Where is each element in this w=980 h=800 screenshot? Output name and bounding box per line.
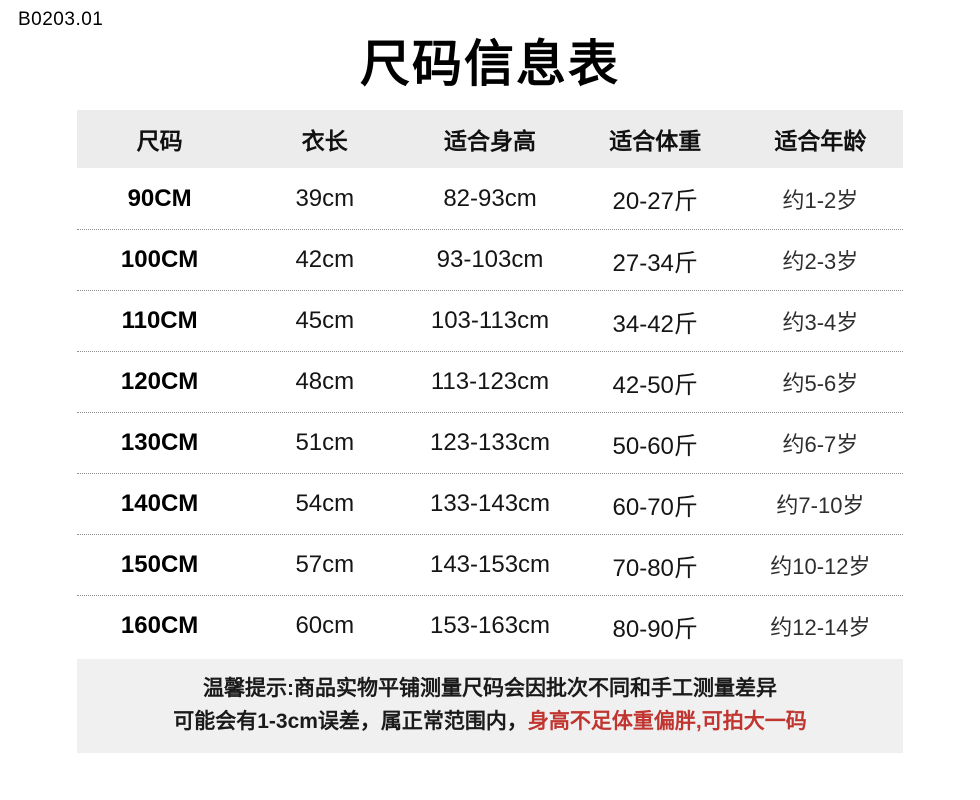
table-cell: 113-123cm: [430, 368, 550, 395]
header-cell-2: 适合身高: [444, 128, 536, 154]
table-row: 160CM 60cm 153-163cm 80-90斤 约12-14岁: [77, 595, 903, 656]
table-cell: 93-103cm: [436, 246, 544, 273]
table-row: 90CM 39cm 82-93cm 20-27斤 约1-2岁: [77, 168, 903, 229]
table-cell: 42cm: [295, 246, 355, 273]
notice-line2-black: 可能会有1-3cm误差，属正常范围内，: [173, 710, 528, 733]
table-row: 100CM 42cm 93-103cm 27-34斤 约2-3岁: [77, 229, 903, 290]
table-cell: 约7-10岁: [776, 493, 865, 518]
table-cell: 54cm: [295, 490, 355, 517]
table-cell: 70-80斤: [612, 554, 698, 582]
table-cell: 160CM: [120, 612, 199, 639]
table-cell: 约1-2岁: [782, 187, 859, 213]
table-cell: 45cm: [295, 307, 355, 334]
table-cell: 103-113cm: [430, 307, 550, 334]
table-row: 130CM 51cm 123-133cm 50-60斤 约6-7岁: [77, 412, 903, 473]
table-cell: 42-50斤: [612, 371, 698, 399]
table-row: 150CM 57cm 143-153cm 70-80斤 约10-12岁: [77, 534, 903, 595]
table-cell: 90CM: [127, 184, 192, 212]
table-cell: 34-42斤: [612, 310, 698, 338]
table-cell: 20-27斤: [612, 188, 698, 215]
size-table-body: 90CM 39cm 82-93cm 20-27斤 约1-2岁 100CM 42cm 93-10…: [77, 168, 903, 656]
page-title: 尺码信息表: [360, 36, 620, 92]
table-cell: 约2-3岁: [782, 249, 859, 274]
table-cell: 82-93cm: [443, 184, 537, 212]
table-cell: 约6-7岁: [782, 432, 859, 457]
header-cell-1: 衣长: [301, 128, 348, 154]
header-cell-4: 适合年龄: [774, 128, 867, 154]
table-cell: 约5-6岁: [782, 371, 859, 396]
table-cell: 60cm: [295, 612, 355, 639]
table-cell: 60-70斤: [612, 493, 698, 521]
table-cell: 48cm: [295, 368, 355, 395]
header-cell-3: 适合体重: [609, 128, 702, 154]
table-cell: 100CM: [120, 246, 199, 273]
notice-line2-red: 身高不足体重偏胖,可拍大一码: [527, 710, 807, 733]
table-cell: 57cm: [295, 551, 355, 578]
table-row: 110CM 45cm 103-113cm 34-42斤 约3-4岁: [77, 290, 903, 351]
table-cell: 123-133cm: [429, 429, 551, 456]
table-cell: 约3-4岁: [782, 310, 859, 335]
size-table-header-row: 尺码 衣长 适合身高 适合体重 适合年龄: [77, 110, 903, 168]
header-cell-0: 尺码: [136, 128, 183, 154]
table-cell: 51cm: [295, 429, 355, 456]
table-cell: 120CM: [120, 368, 199, 395]
notice-line1: 温馨提示:商品实物平铺测量尺码会因批次不同和手工测量差异: [203, 677, 777, 700]
table-cell: 133-143cm: [429, 490, 551, 517]
table-cell: 27-34斤: [612, 249, 698, 277]
table-cell: 153-163cm: [429, 612, 551, 639]
table-row: 120CM 48cm 113-123cm 42-50斤 约5-6岁: [77, 351, 903, 412]
table-cell: 约10-12岁: [770, 554, 871, 579]
table-cell: 140CM: [120, 490, 199, 517]
table-cell: 约12-14岁: [770, 615, 871, 640]
table-cell: 143-153cm: [429, 551, 551, 578]
table-row: 140CM 54cm 133-143cm 60-70斤 约7-10岁: [77, 473, 903, 534]
product-code: B0203.01: [18, 9, 104, 30]
size-chart-content: 尺码 衣长 适合身高 适合体重 适合年龄 90CM 39cm 82-93cm 20-27斤 约1…: [77, 110, 903, 753]
table-cell: 110CM: [121, 307, 198, 334]
notice-line2: 可能会有1-3cm误差，属正常范围内，身高不足体重偏胖,可拍大一码: [87, 705, 893, 738]
table-cell: 50-60斤: [612, 432, 698, 460]
table-cell: 130CM: [120, 429, 199, 456]
table-cell: 150CM: [120, 551, 199, 578]
table-cell: 80-90斤: [612, 615, 698, 643]
notice-box: 温馨提示:商品实物平铺测量尺码会因批次不同和手工测量差异 可能会有1-3cm误差…: [77, 659, 903, 753]
table-cell: 39cm: [295, 184, 355, 212]
